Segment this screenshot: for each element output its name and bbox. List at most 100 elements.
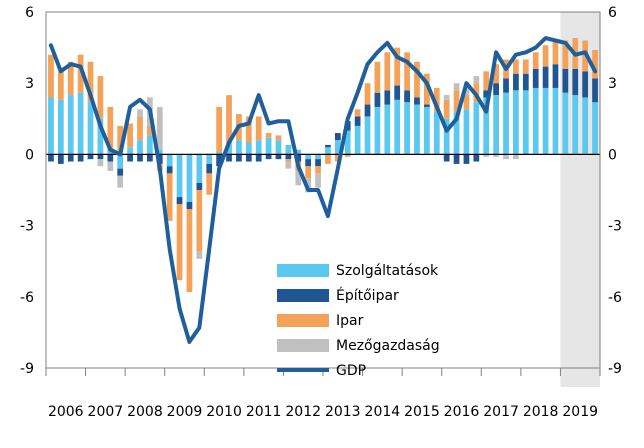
bar-services-2010Q1 xyxy=(206,154,213,164)
bar-services-2010Q2 xyxy=(216,152,222,155)
legend-label-services: Szolgáltatások xyxy=(336,263,439,279)
bar-industry-2011Q2 xyxy=(255,116,262,141)
bar-construction-2007Q3 xyxy=(107,154,114,162)
bar-industry-2007Q2 xyxy=(97,76,104,119)
bar-construction-2014Q2 xyxy=(374,92,381,107)
bar-industry-2007Q3 xyxy=(107,106,114,150)
bar-services-2007Q3 xyxy=(107,149,114,155)
bar-construction-2007Q2 xyxy=(97,154,104,160)
bar-services-2012Q1 xyxy=(285,144,292,155)
bar-services-2009Q4 xyxy=(196,154,203,183)
bars-layer xyxy=(48,38,598,293)
x-tick-label: 2006 xyxy=(48,404,84,420)
bar-construction-2013Q4 xyxy=(354,116,361,126)
y-tick-label-right: -9 xyxy=(608,361,622,377)
legend-swatch-services xyxy=(277,264,329,277)
right-y-axis: -9 -6 -3 0 3 6 xyxy=(608,5,622,377)
bar-industry-2019Q1 xyxy=(562,40,569,69)
bar-agriculture-2017Q3 xyxy=(503,154,509,160)
y-tick-label-left: 6 xyxy=(25,5,34,21)
bar-industry-2010Q1 xyxy=(206,173,213,195)
bar-services-2017Q3 xyxy=(503,92,509,155)
x-tick-label: 2010 xyxy=(206,404,242,420)
bar-construction-2006Q1 xyxy=(48,154,54,162)
x-tick-label: 2014 xyxy=(365,404,401,420)
bar-services-2006Q3 xyxy=(67,95,74,155)
bar-industry-2016Q2 xyxy=(453,90,460,112)
y-tick-label-left: 0 xyxy=(25,147,34,163)
bar-construction-2015Q3 xyxy=(424,104,430,107)
x-tick-label: 2013 xyxy=(325,404,361,420)
bar-agriculture-2016Q1 xyxy=(443,95,450,100)
x-tick-label: 2015 xyxy=(404,404,440,420)
bar-industry-2012Q4 xyxy=(315,166,321,174)
y-tick-label-right: 0 xyxy=(608,147,617,163)
x-axis: 2006 2007 2008 2009 2010 2011 2012 2013 2014 2015… xyxy=(45,368,601,420)
bar-industry-2015Q2 xyxy=(414,61,420,98)
bar-construction-2019Q1 xyxy=(562,68,569,93)
bar-construction-2017Q3 xyxy=(503,78,509,93)
bar-industry-2008Q1 xyxy=(127,123,133,148)
bar-industry-2018Q3 xyxy=(542,45,549,67)
bar-industry-2018Q4 xyxy=(552,40,559,65)
bar-services-2018Q2 xyxy=(532,87,539,155)
y-tick-label-right: 3 xyxy=(608,76,617,92)
bar-services-2015Q2 xyxy=(414,104,420,155)
bar-services-2013Q3 xyxy=(344,130,351,155)
bar-construction-2019Q2 xyxy=(572,68,579,96)
bar-industry-2013Q2 xyxy=(334,154,341,162)
bar-industry-2017Q4 xyxy=(513,59,519,74)
bar-construction-2016Q2 xyxy=(453,154,460,164)
legend-swatch-industry xyxy=(277,314,329,327)
bar-construction-2010Q1 xyxy=(206,163,213,174)
bar-construction-2014Q1 xyxy=(364,104,371,117)
x-tick-label: 2011 xyxy=(246,404,282,420)
bar-industry-2011Q1 xyxy=(245,116,252,143)
bar-construction-2011Q1 xyxy=(245,154,252,162)
bar-industry-2008Q2 xyxy=(137,116,143,141)
bar-construction-2015Q1 xyxy=(404,90,410,103)
bar-agriculture-2007Q4 xyxy=(117,175,124,188)
bar-agriculture-2016Q4 xyxy=(473,76,480,84)
bar-services-2010Q3 xyxy=(226,142,232,155)
bar-services-2016Q2 xyxy=(453,111,460,155)
bar-agriculture-2008Q2 xyxy=(137,109,143,117)
y-tick-label-right: -6 xyxy=(608,290,622,306)
x-tick-label: 2007 xyxy=(88,404,124,420)
bar-services-2015Q3 xyxy=(424,106,430,155)
bar-construction-2013Q1 xyxy=(325,144,331,148)
bar-services-2017Q4 xyxy=(513,90,519,155)
bar-services-2014Q2 xyxy=(374,106,381,155)
x-tick-label: 2018 xyxy=(523,404,559,420)
bar-services-2008Q2 xyxy=(137,140,143,155)
bar-services-2007Q1 xyxy=(87,102,94,155)
bar-services-2018Q4 xyxy=(552,87,559,155)
gdp-line xyxy=(48,36,598,344)
bar-construction-2010Q4 xyxy=(236,154,242,162)
bar-construction-2016Q4 xyxy=(473,154,480,162)
bar-agriculture-2017Q2 xyxy=(493,154,499,157)
bar-construction-2014Q4 xyxy=(394,85,401,100)
bar-construction-2008Q1 xyxy=(127,154,133,162)
bar-construction-2018Q4 xyxy=(552,64,559,88)
bar-agriculture-2008Q4 xyxy=(156,106,163,150)
bar-industry-2009Q2 xyxy=(176,204,183,281)
bar-construction-2018Q3 xyxy=(542,66,549,88)
bar-services-2014Q4 xyxy=(394,99,401,155)
bar-construction-2019Q4 xyxy=(592,78,598,103)
legend: Szolgáltatások Építőipar Ipar Mezőgazdaság G… xyxy=(277,263,440,379)
bar-construction-2012Q1 xyxy=(285,154,292,160)
legend-label-gdp: GDP xyxy=(336,363,366,379)
bar-industry-2016Q3 xyxy=(463,95,470,110)
bar-services-2009Q3 xyxy=(186,154,193,202)
bar-industry-2011Q3 xyxy=(265,133,272,138)
bar-industry-2007Q1 xyxy=(87,61,94,103)
bar-services-2014Q1 xyxy=(364,116,371,155)
bar-services-2008Q1 xyxy=(127,147,133,155)
bar-agriculture-2009Q4 xyxy=(196,251,203,259)
x-tick-label: 2019 xyxy=(562,404,598,420)
legend-label-industry: Ipar xyxy=(336,313,364,329)
bar-construction-2012Q4 xyxy=(315,159,321,167)
bar-construction-2009Q4 xyxy=(196,182,203,190)
bar-services-2008Q3 xyxy=(147,135,153,155)
